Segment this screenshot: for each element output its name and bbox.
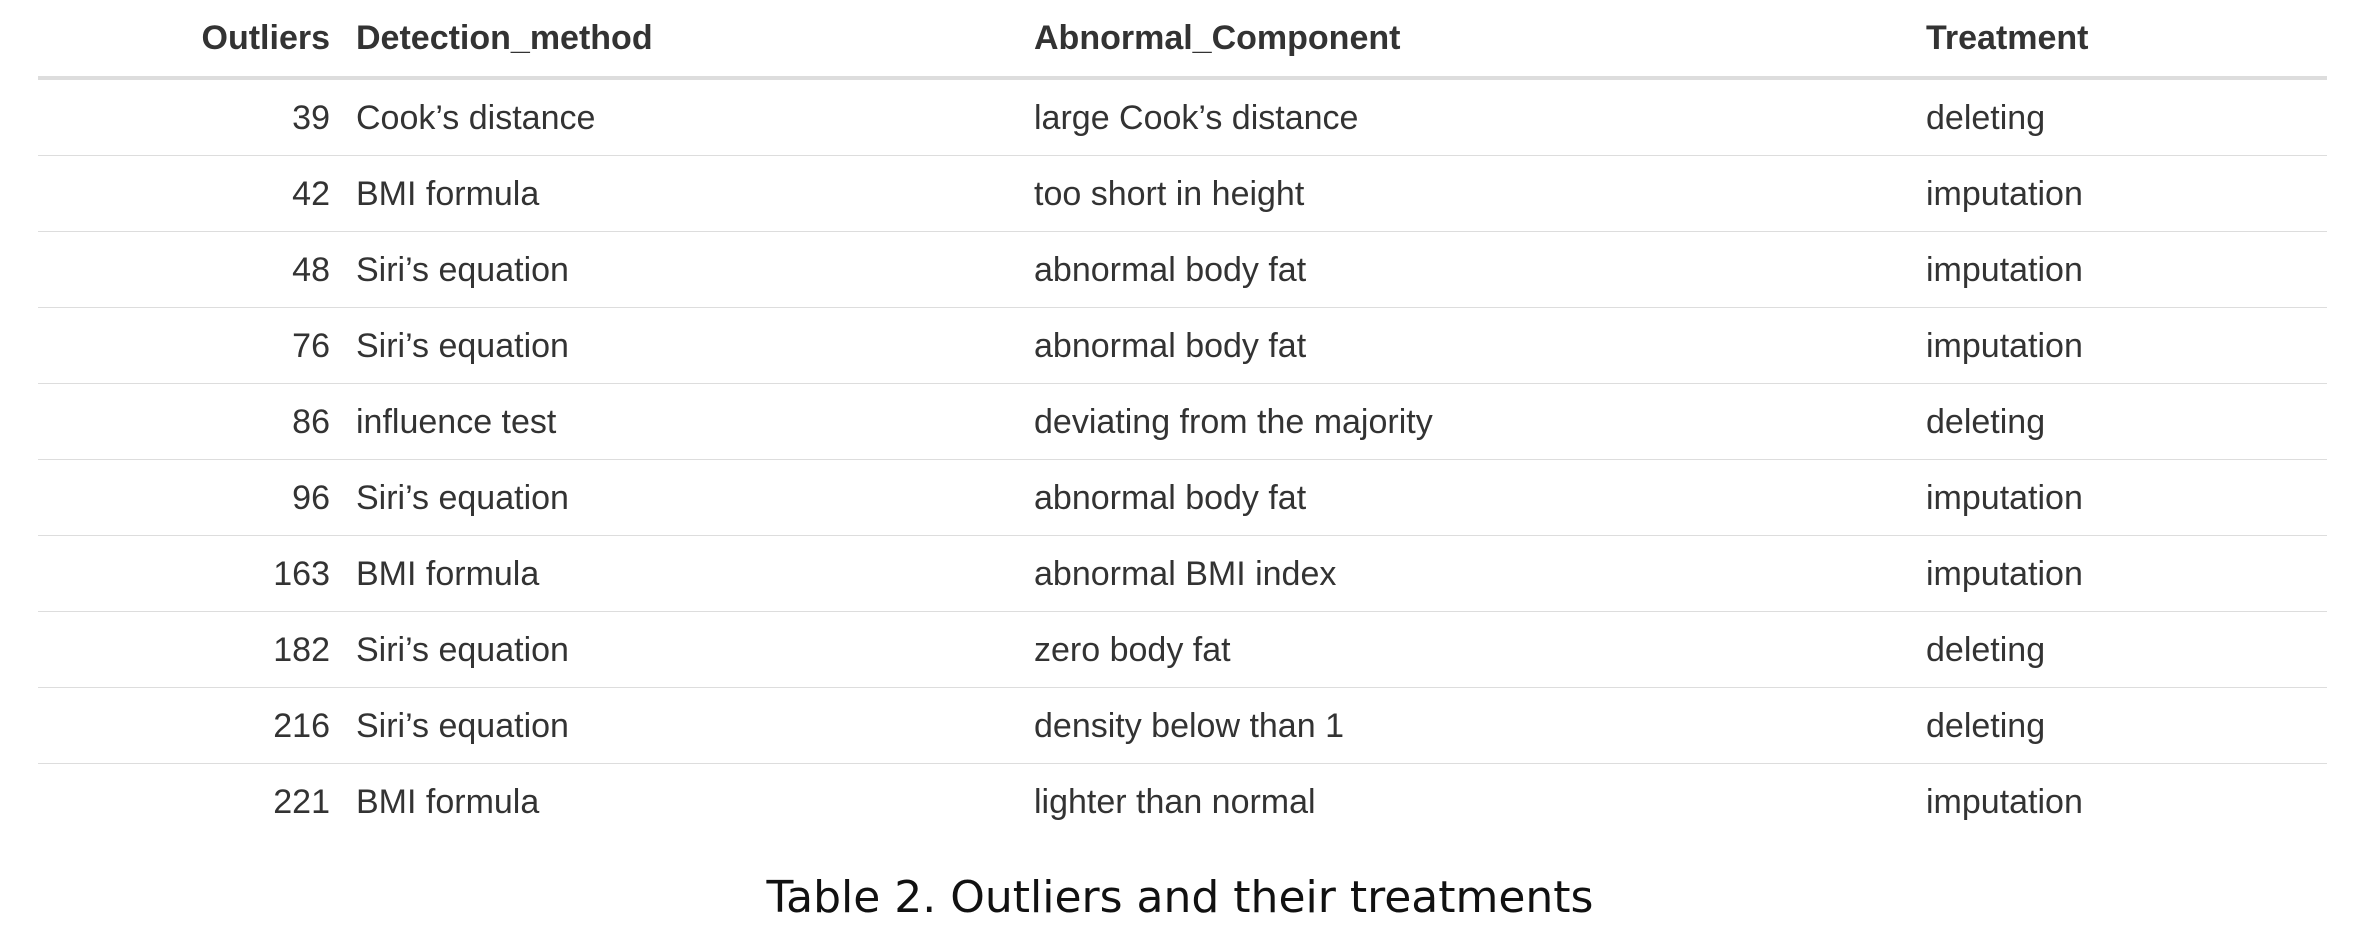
outliers-table: Outliers Detection_method Abnormal_Compo… <box>38 0 2327 839</box>
cell-abnormal-component: density below than 1 <box>1034 687 1926 764</box>
header-row: Outliers Detection_method Abnormal_Compo… <box>38 0 2327 80</box>
header-outliers: Outliers <box>38 0 356 80</box>
cell-abnormal-component: abnormal BMI index <box>1034 535 1926 612</box>
cell-detection-method: Siri’s equation <box>356 231 1034 308</box>
cell-abnormal-component: abnormal body fat <box>1034 459 1926 536</box>
cell-outlier: 163 <box>38 535 356 612</box>
cell-treatment: deleting <box>1926 78 2327 156</box>
cell-abnormal-component: abnormal body fat <box>1034 307 1926 384</box>
table-row: 221 BMI formula lighter than normal impu… <box>38 764 2327 840</box>
cell-detection-method: BMI formula <box>356 155 1034 232</box>
table-body: 39 Cook’s distance large Cook’s distance… <box>38 78 2327 839</box>
cell-detection-method: Cook’s distance <box>356 78 1034 156</box>
cell-treatment: imputation <box>1926 307 2327 384</box>
table-row: 182 Siri’s equation zero body fat deleti… <box>38 611 2327 688</box>
cell-outlier: 39 <box>38 78 356 156</box>
table-header: Outliers Detection_method Abnormal_Compo… <box>38 0 2327 80</box>
table-row: 42 BMI formula too short in height imput… <box>38 155 2327 232</box>
header-detection-method: Detection_method <box>356 0 1034 80</box>
table-row: 216 Siri’s equation density below than 1… <box>38 687 2327 764</box>
cell-outlier: 182 <box>38 611 356 688</box>
table-row: 39 Cook’s distance large Cook’s distance… <box>38 78 2327 156</box>
outliers-table-container: Outliers Detection_method Abnormal_Compo… <box>38 0 2327 839</box>
cell-treatment: imputation <box>1926 782 2083 821</box>
header-treatment: Treatment <box>1926 0 2327 80</box>
cell-treatment: deleting <box>1926 687 2327 764</box>
cell-abnormal-component: zero body fat <box>1034 611 1926 688</box>
table-row: 86 influence test deviating from the maj… <box>38 383 2327 460</box>
table-caption: Table 2. Outliers and their treatments <box>766 872 1594 923</box>
cell-detection-method: BMI formula <box>356 535 1034 612</box>
cell-treatment: imputation <box>1926 155 2327 232</box>
table-row: 48 Siri’s equation abnormal body fat imp… <box>38 231 2327 308</box>
cell-treatment: deleting <box>1926 611 2327 688</box>
cell-abnormal-component: abnormal body fat <box>1034 231 1926 308</box>
cell-outlier: 48 <box>38 231 356 308</box>
cell-outlier: 96 <box>38 459 356 536</box>
cell-abnormal-component: deviating from the majority <box>1034 383 1926 460</box>
cell-detection-method: Siri’s equation <box>356 611 1034 688</box>
cell-detection-method: Siri’s equation <box>356 687 1034 764</box>
cell-outlier: 86 <box>38 383 356 460</box>
cell-outlier: 216 <box>38 687 356 764</box>
cell-treatment: imputation <box>1926 231 2327 308</box>
cell-treatment: imputation <box>1926 459 2327 536</box>
cell-treatment: imputation <box>1926 535 2327 612</box>
cell-detection-method: Siri’s equation <box>356 307 1034 384</box>
table-row: 76 Siri’s equation abnormal body fat imp… <box>38 307 2327 384</box>
table-row: 96 Siri’s equation abnormal body fat imp… <box>38 459 2327 536</box>
cell-outlier: 221 <box>273 782 330 821</box>
cell-detection-method: influence test <box>356 383 1034 460</box>
cell-abnormal-component: large Cook’s distance <box>1034 78 1926 156</box>
header-abnormal-component: Abnormal_Component <box>1034 0 1926 80</box>
cell-outlier: 76 <box>38 307 356 384</box>
cell-treatment: deleting <box>1926 383 2327 460</box>
table-row: 163 BMI formula abnormal BMI index imput… <box>38 535 2327 612</box>
cell-detection-method: BMI formula <box>356 782 540 821</box>
cell-outlier: 42 <box>38 155 356 232</box>
cell-abnormal-component: too short in height <box>1034 155 1926 232</box>
cell-detection-method: Siri’s equation <box>356 459 1034 536</box>
cell-abnormal-component: lighter than normal <box>1034 782 1316 821</box>
